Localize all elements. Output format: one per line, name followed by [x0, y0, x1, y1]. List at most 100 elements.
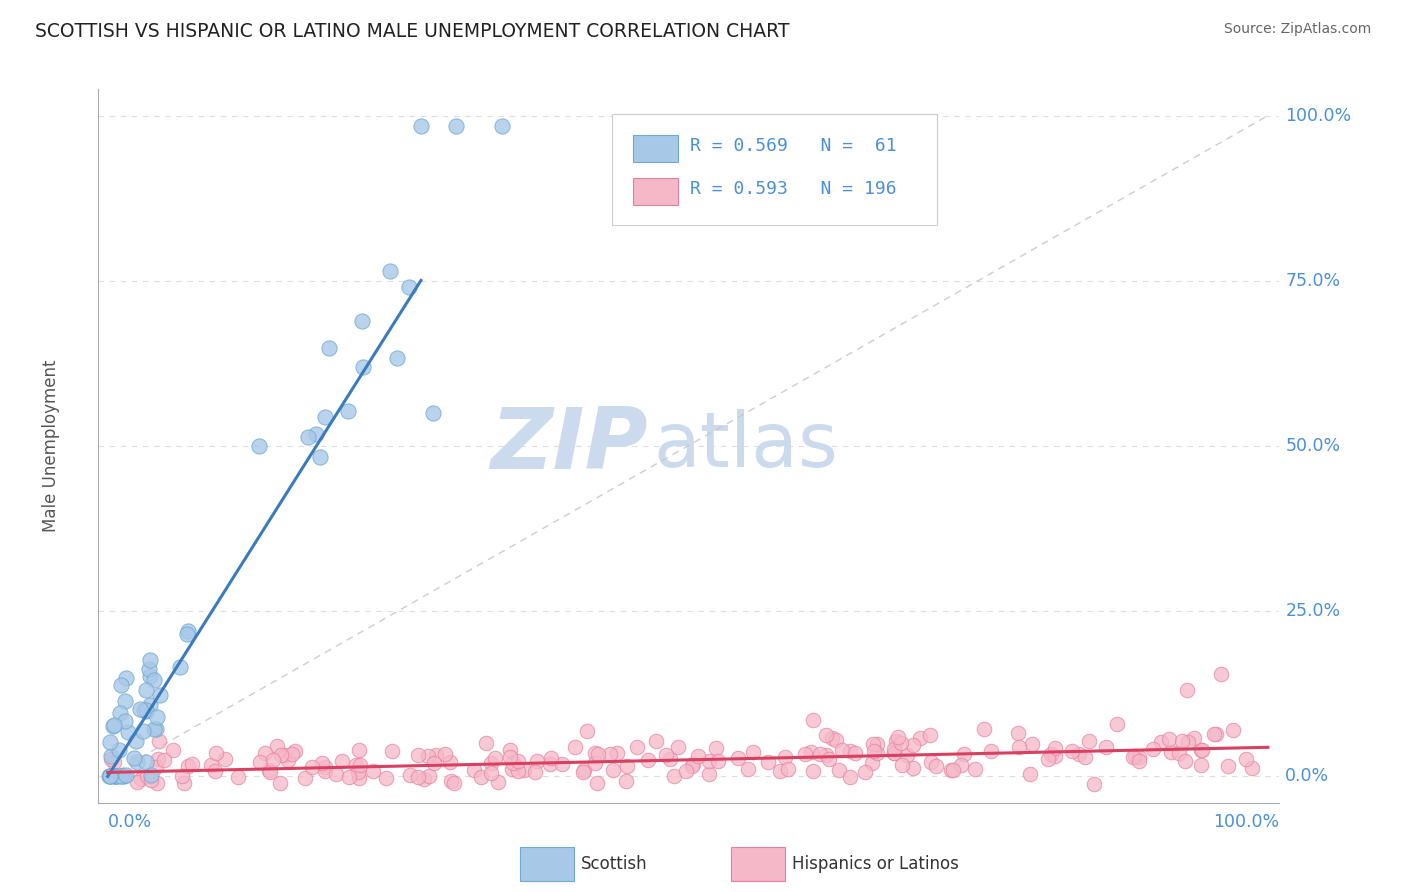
Point — [1174, 754, 1197, 768]
Point — [266, 739, 288, 754]
Point — [304, 427, 326, 442]
Point — [104, 769, 127, 783]
Point — [135, 768, 157, 782]
Point — [572, 765, 595, 780]
Point — [890, 736, 912, 750]
Point — [776, 762, 799, 776]
Point — [644, 734, 666, 748]
Text: 0.0%: 0.0% — [108, 813, 152, 830]
Point — [1105, 716, 1128, 731]
Point — [1191, 743, 1213, 757]
Point — [773, 750, 796, 764]
Point — [1211, 667, 1233, 681]
Point — [918, 728, 941, 742]
Point — [697, 754, 720, 768]
Point — [1205, 727, 1227, 741]
Point — [100, 752, 122, 766]
Point — [470, 770, 492, 784]
Point — [114, 672, 136, 686]
Point — [135, 704, 157, 718]
Point — [143, 722, 166, 736]
Point — [399, 768, 422, 782]
Point — [337, 403, 360, 417]
Point — [1168, 746, 1191, 760]
Point — [173, 776, 195, 790]
Point — [506, 764, 529, 778]
Point — [1007, 726, 1029, 740]
Point — [980, 744, 1002, 758]
Point — [1078, 734, 1101, 748]
Text: 100.0%: 100.0% — [1285, 107, 1351, 125]
Point — [801, 764, 824, 778]
Point — [626, 739, 648, 754]
Point — [901, 761, 924, 775]
Point — [920, 755, 942, 769]
Point — [132, 703, 155, 717]
Point — [862, 744, 884, 758]
Point — [540, 751, 562, 765]
Point — [1177, 735, 1199, 749]
Text: 0.0%: 0.0% — [1285, 767, 1330, 785]
Point — [825, 733, 848, 747]
Point — [484, 750, 506, 764]
Point — [128, 702, 150, 716]
Point — [100, 748, 122, 763]
Point — [942, 764, 965, 778]
FancyBboxPatch shape — [634, 178, 678, 205]
Point — [675, 764, 697, 778]
Point — [574, 764, 596, 778]
Point — [1039, 747, 1062, 762]
Point — [682, 756, 704, 771]
Point — [169, 660, 191, 674]
Point — [352, 359, 374, 374]
Point — [148, 733, 170, 747]
Point — [311, 756, 333, 770]
Point — [280, 747, 302, 762]
Point — [406, 747, 429, 762]
Point — [1123, 748, 1146, 763]
Point — [1218, 759, 1240, 773]
Point — [270, 748, 292, 763]
Point — [815, 748, 838, 763]
Point — [132, 724, 155, 739]
Point — [145, 760, 167, 774]
Point — [122, 751, 145, 765]
Point — [800, 745, 823, 759]
Point — [249, 755, 271, 769]
Point — [1150, 735, 1173, 749]
Point — [551, 757, 574, 772]
Point — [98, 735, 121, 749]
Point — [658, 752, 681, 766]
Point — [808, 747, 831, 761]
Point — [965, 763, 987, 777]
Text: 100.0%: 100.0% — [1213, 813, 1279, 830]
Point — [104, 769, 127, 783]
Text: 75.0%: 75.0% — [1285, 272, 1340, 290]
Point — [439, 755, 461, 769]
Point — [344, 758, 367, 772]
Point — [1019, 767, 1042, 781]
Point — [1204, 727, 1226, 741]
Point — [1038, 752, 1060, 766]
Point — [704, 740, 727, 755]
Point — [105, 769, 128, 783]
Point — [381, 744, 404, 758]
Point — [526, 754, 548, 768]
Point — [950, 757, 973, 772]
Point — [406, 770, 429, 784]
Point — [110, 677, 132, 691]
Point — [1234, 752, 1257, 766]
Point — [269, 776, 291, 790]
Point — [831, 742, 853, 756]
Point — [1067, 747, 1090, 762]
Point — [226, 770, 249, 784]
Point — [138, 662, 160, 676]
Point — [586, 747, 609, 761]
Point — [314, 760, 336, 774]
Point — [538, 757, 561, 772]
Text: Hispanics or Latinos: Hispanics or Latinos — [792, 855, 959, 873]
Point — [821, 731, 844, 746]
Point — [564, 739, 586, 754]
Point — [1182, 731, 1205, 746]
Point — [129, 772, 152, 786]
